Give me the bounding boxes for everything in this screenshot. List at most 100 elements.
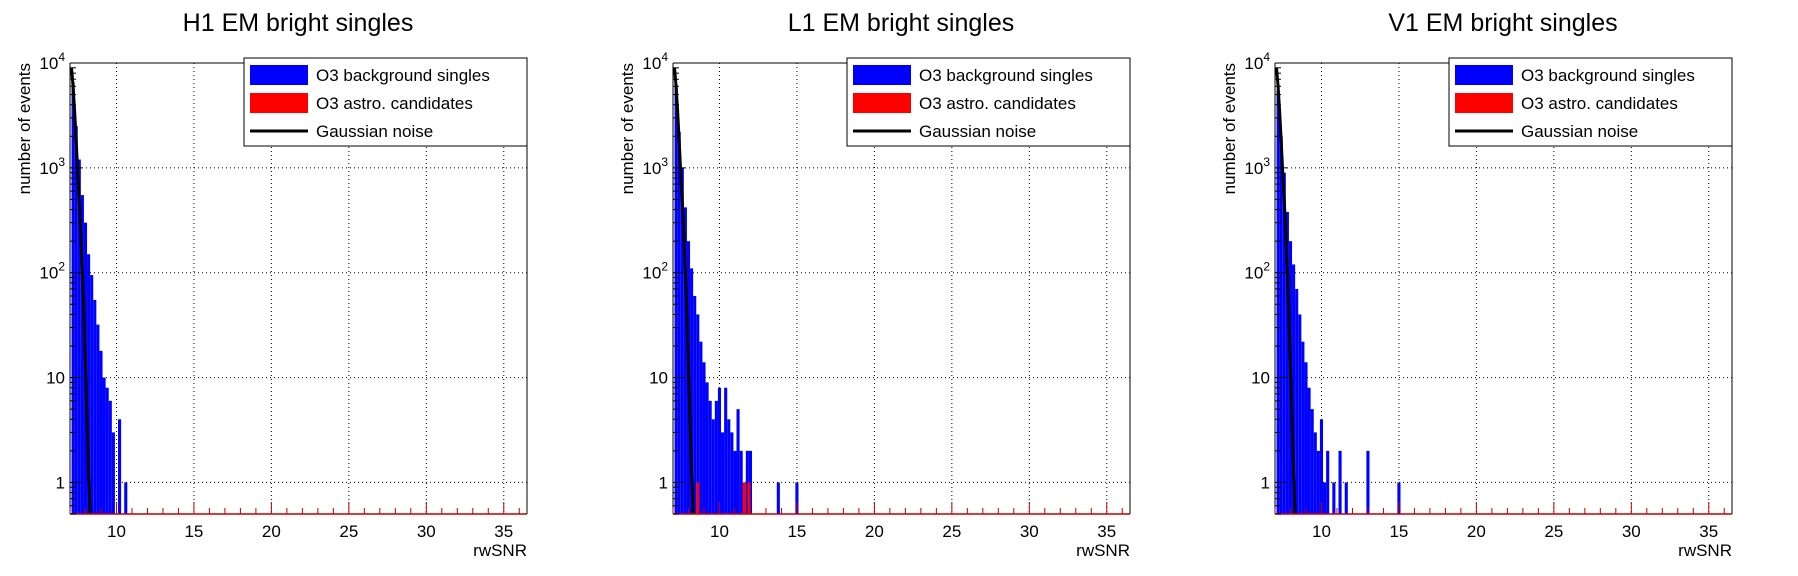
background-bar <box>696 314 700 514</box>
y-tick-label: 103 <box>642 155 668 178</box>
background-bar <box>717 387 722 514</box>
legend-label: O3 background singles <box>316 66 490 85</box>
legend-label: Gaussian noise <box>316 122 433 141</box>
background-bar <box>87 254 91 515</box>
background-bar <box>1313 432 1317 514</box>
background-bar <box>1295 288 1299 514</box>
y-axis-label: number of events <box>618 63 637 194</box>
background-bar <box>1332 482 1336 514</box>
x-tick-label: 15 <box>184 522 203 541</box>
background-bar <box>674 86 678 514</box>
background-bar <box>74 126 78 515</box>
y-tick-label: 10 <box>46 369 65 388</box>
astro-candidate-bar <box>696 482 700 514</box>
background-bar <box>1366 450 1370 514</box>
background-bar <box>1323 482 1327 514</box>
y-tick-label: 102 <box>1244 260 1270 283</box>
gaussian-noise-line <box>1275 67 1297 515</box>
x-axis-label: rwSNR <box>1678 541 1732 560</box>
y-tick-label: 104 <box>642 50 668 73</box>
legend-label: Gaussian noise <box>919 122 1036 141</box>
background-bar <box>699 341 703 514</box>
background-bar <box>690 268 694 514</box>
y-tick-label: 1 <box>1261 473 1270 492</box>
background-bar <box>1310 409 1314 514</box>
background-bar <box>1319 419 1324 514</box>
y-tick-label: 104 <box>39 50 65 73</box>
gaussian-noise-line <box>70 67 92 515</box>
chart-panel-2: L1 EM bright singles 10 15 20 25 30 35 1 10 102 10… <box>618 9 1131 560</box>
background-bar <box>1338 450 1342 514</box>
background-bar <box>721 432 725 514</box>
background-bar <box>93 299 97 514</box>
chart-panel-3: V1 EM bright singles 10 15 20 25 30 35 1 10 102 10… <box>1220 9 1733 560</box>
background-bar <box>776 482 780 514</box>
background-bar <box>1307 387 1311 514</box>
background-bar <box>1285 211 1289 514</box>
chart-title: V1 EM bright singles <box>1388 9 1617 37</box>
x-tick-label: 30 <box>417 522 436 541</box>
y-tick-label: 1 <box>56 473 65 492</box>
y-tick-label: 10 <box>649 369 668 388</box>
background-bar <box>795 482 799 514</box>
legend-swatch <box>853 65 911 85</box>
y-axis-label: number of events <box>1220 63 1239 194</box>
x-tick-label: 25 <box>942 522 961 541</box>
chart-title: L1 EM bright singles <box>788 9 1015 37</box>
background-bar <box>727 419 731 514</box>
legend-swatch <box>250 93 308 113</box>
x-tick-label: 10 <box>107 522 126 541</box>
background-bar <box>80 195 84 515</box>
background-bar <box>677 131 681 514</box>
chart-title: H1 EM bright singles <box>183 9 414 37</box>
gaussian-noise-line <box>673 67 695 515</box>
legend-label: O3 background singles <box>1521 66 1695 85</box>
x-tick-label: 35 <box>1097 522 1116 541</box>
legend-label: O3 astro. candidates <box>1521 94 1678 113</box>
background-bar <box>683 207 687 515</box>
background-bar <box>96 324 100 514</box>
y-tick-label: 102 <box>642 260 668 283</box>
x-tick-label: 35 <box>494 522 513 541</box>
background-bar <box>730 432 734 514</box>
background-bar <box>1279 136 1283 514</box>
background-bar <box>1326 450 1330 514</box>
x-tick-label: 30 <box>1020 522 1039 541</box>
y-tick-label: 10 <box>1251 369 1270 388</box>
legend-swatch <box>250 65 308 85</box>
x-tick-label: 15 <box>1389 522 1408 541</box>
background-bar <box>1397 482 1401 514</box>
background-bar <box>705 382 709 514</box>
background-bar <box>124 482 128 514</box>
background-bar <box>1301 341 1305 514</box>
y-tick-label: 102 <box>39 260 65 283</box>
x-tick-label: 30 <box>1622 522 1641 541</box>
x-tick-label: 25 <box>339 522 358 541</box>
astro-candidate-bar <box>742 482 746 514</box>
chart-panel-1: H1 EM bright singles 10 15 20 25 30 35 1 10 102 10… <box>15 9 528 560</box>
background-bar <box>702 362 706 514</box>
background-bar <box>693 295 697 514</box>
background-bar <box>118 419 122 514</box>
background-bar <box>108 400 112 514</box>
legend-swatch <box>1455 65 1513 85</box>
background-bar <box>1292 264 1296 514</box>
background-bar <box>102 377 106 514</box>
x-tick-label: 25 <box>1544 522 1563 541</box>
legend-swatch <box>853 93 911 113</box>
background-bar <box>1298 314 1302 514</box>
x-tick-label: 20 <box>262 522 281 541</box>
x-tick-label: 20 <box>865 522 884 541</box>
background-bar <box>1304 362 1308 514</box>
background-bar <box>739 450 743 514</box>
legend-label: O3 astro. candidates <box>316 94 473 113</box>
x-tick-label: 15 <box>787 522 806 541</box>
background-bar <box>724 387 728 514</box>
background-bar <box>708 400 712 514</box>
background-bar <box>77 159 81 514</box>
x-axis-label: rwSNR <box>473 541 527 560</box>
y-tick-label: 1 <box>659 473 668 492</box>
background-bar <box>90 275 94 514</box>
